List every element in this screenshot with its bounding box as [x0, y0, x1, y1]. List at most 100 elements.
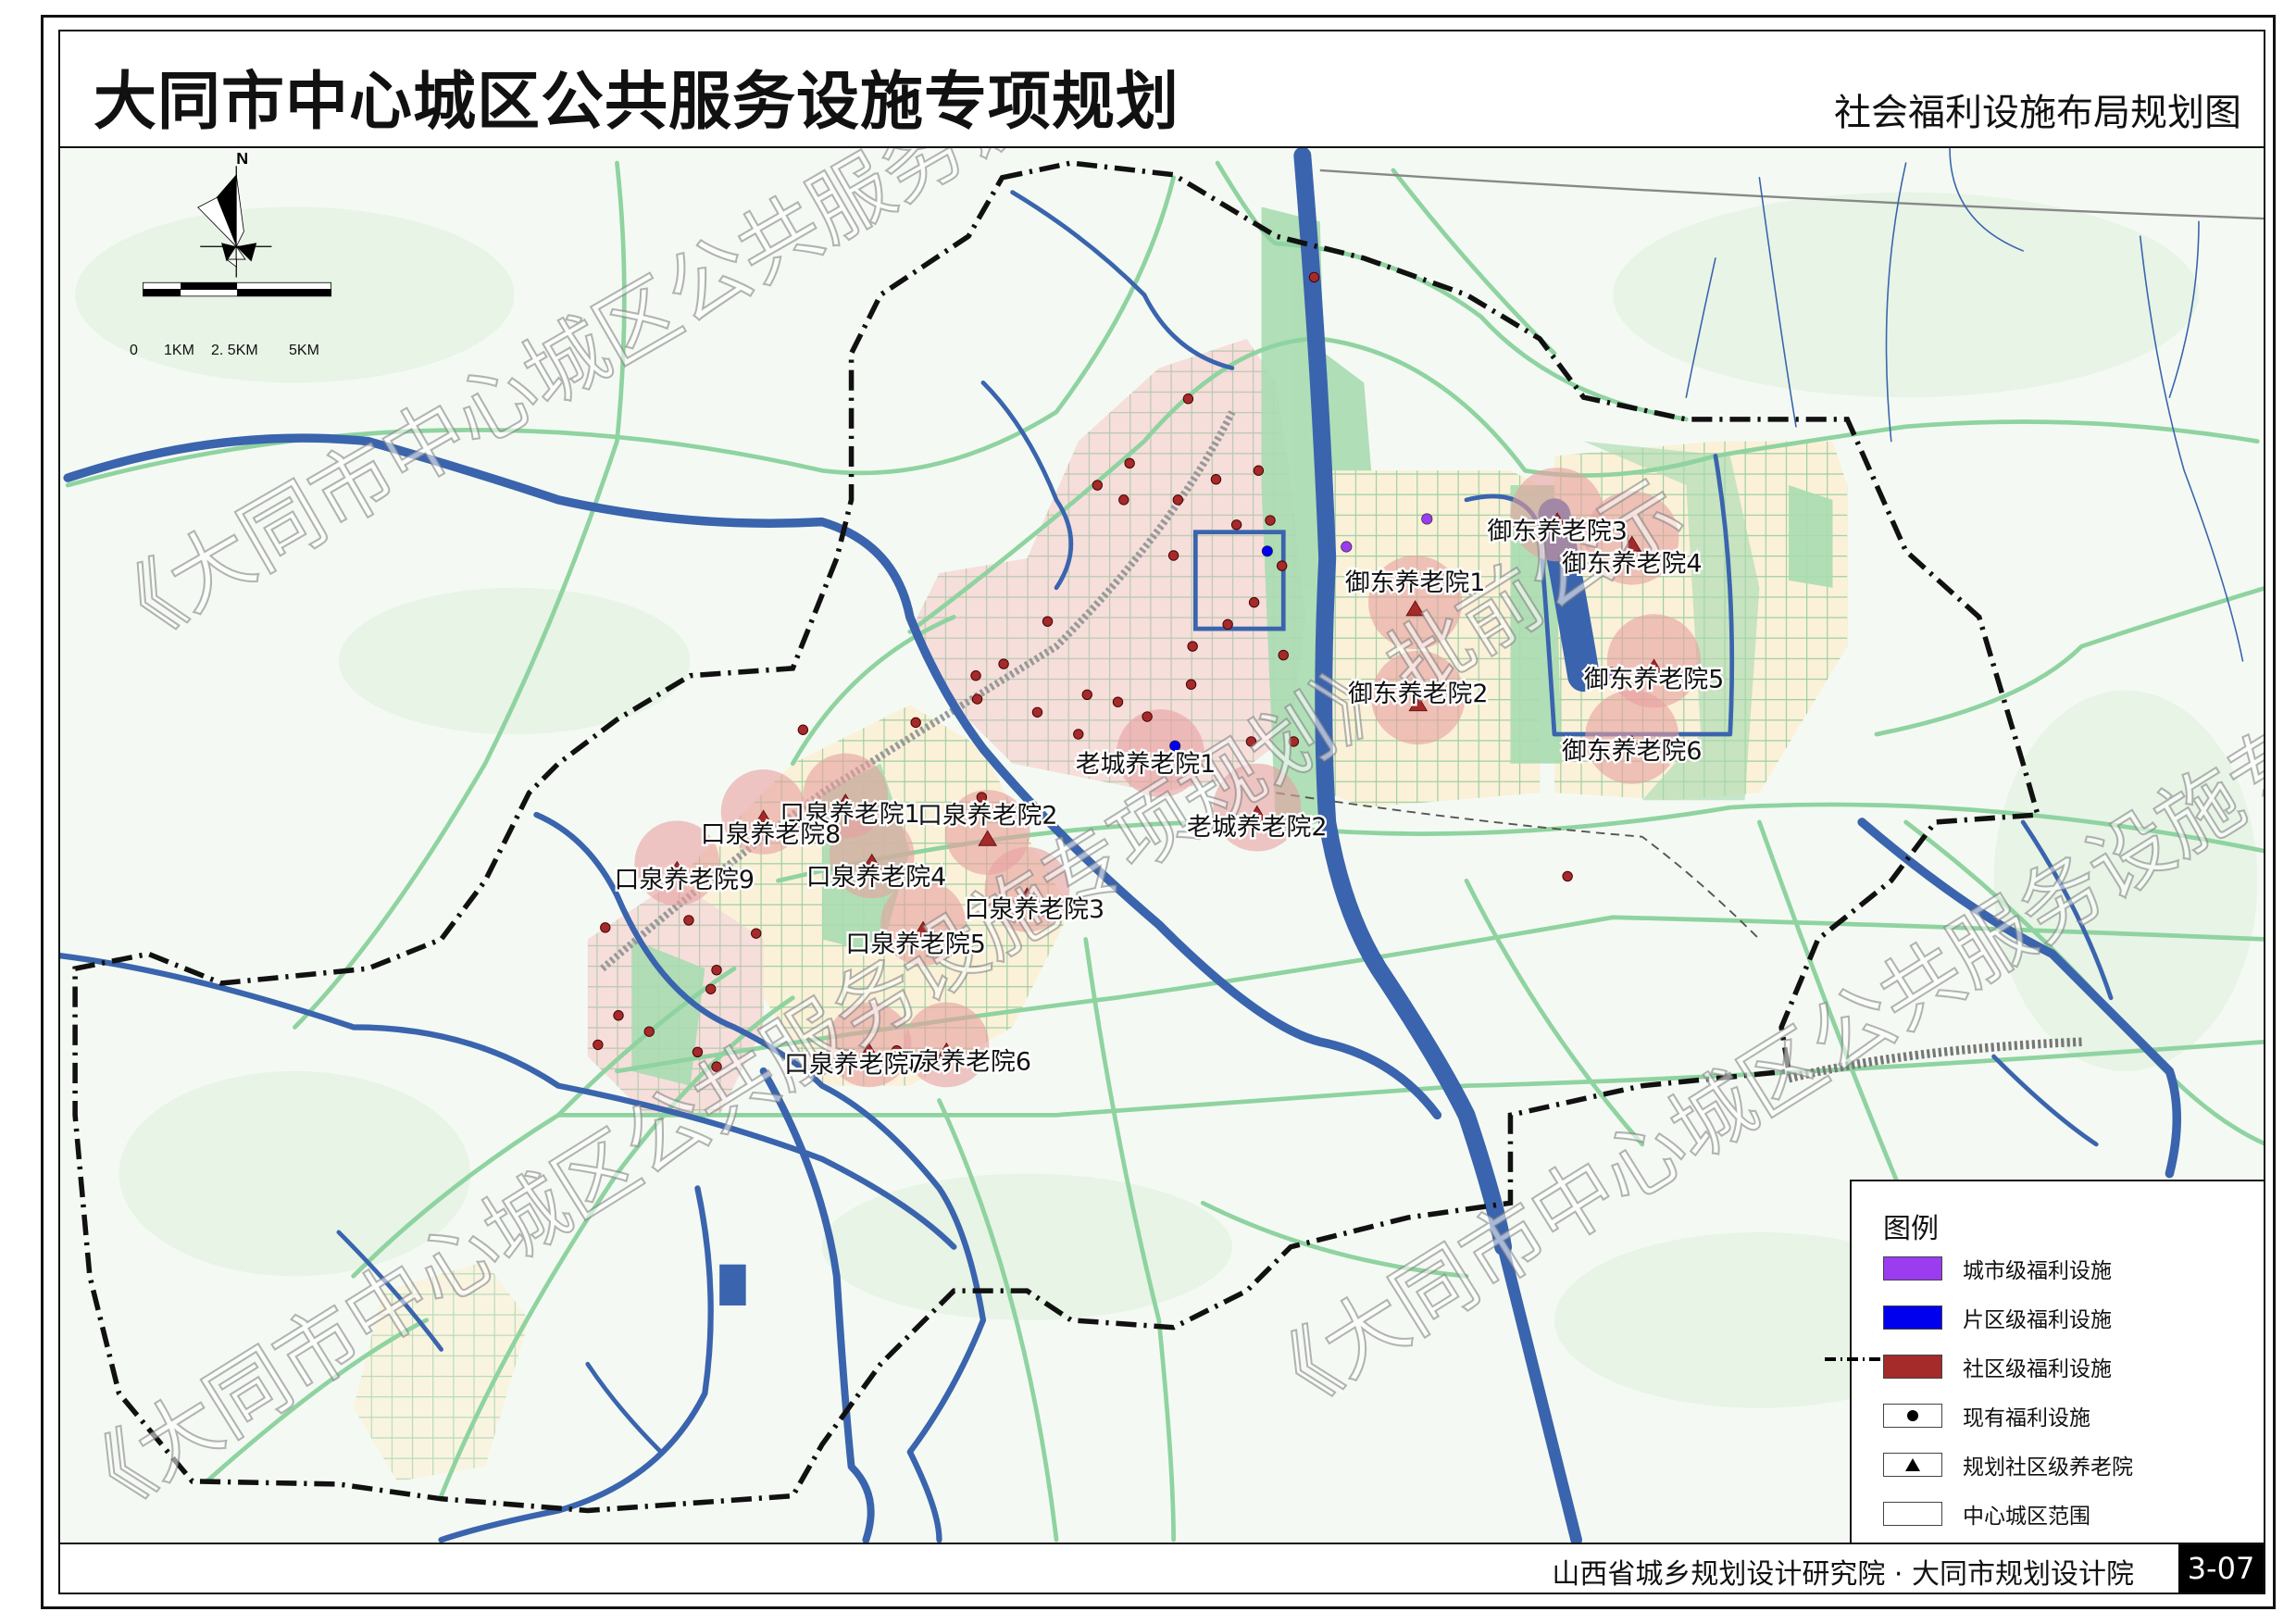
existing-facility-dot[interactable] — [976, 792, 988, 803]
facility-label: 老城养老院2 — [1187, 813, 1327, 842]
existing-facility-dot[interactable] — [1265, 515, 1276, 526]
planned-nursing-home-triangle[interactable] — [667, 860, 687, 877]
outer-frame — [41, 15, 2276, 1609]
facility-label: 口泉养老院7 — [784, 1050, 924, 1079]
triangle-icon — [1883, 1453, 1942, 1477]
existing-facility-dot[interactable] — [613, 1010, 624, 1021]
existing-facility-dot[interactable] — [1086, 761, 1097, 772]
existing-facility-dot[interactable] — [1182, 394, 1194, 405]
central-city-boundary — [72, 160, 2041, 1514]
purple-swatch-icon — [1883, 1256, 1942, 1280]
existing-facility-dot[interactable] — [1187, 641, 1198, 652]
planned-nursing-home-triangle[interactable] — [937, 1042, 956, 1059]
existing-facility-dot[interactable] — [1276, 560, 1288, 571]
map-canvas[interactable]: 《大同市中心城区公共服务设施专项规划》批前公示 《大同市中心城区公共服务设施专项规… — [60, 148, 2264, 1544]
legend-label: 现有福利设施 — [1963, 1406, 2090, 1430]
facility-label: 御东养老院4 — [1562, 549, 1702, 578]
planned-nursing-home-triangle[interactable] — [913, 920, 933, 937]
district-level-facility-dot[interactable] — [1169, 740, 1181, 752]
facility-label: 口泉养老院9 — [614, 866, 754, 894]
existing-facility-dot[interactable] — [1167, 550, 1179, 561]
existing-facility-dot[interactable] — [910, 717, 921, 729]
existing-facility-dot[interactable] — [1118, 494, 1129, 506]
planned-nursing-home-triangle[interactable] — [1151, 751, 1170, 768]
existing-facility-dot[interactable] — [600, 922, 611, 933]
scale-label: 0 — [130, 343, 138, 358]
dash-dot-line-icon — [1825, 1357, 1942, 1526]
facility-label: 口泉养老院8 — [701, 820, 841, 849]
existing-facility-dot[interactable] — [711, 965, 722, 976]
legend-item-boundary: 中心城区范围 — [1825, 1357, 2090, 1529]
planned-nursing-home-triangle[interactable] — [1547, 512, 1567, 529]
existing-facility-dot[interactable] — [593, 1039, 604, 1051]
city-level-facility-dot[interactable] — [1341, 541, 1353, 553]
facility-label: 御东养老院2 — [1348, 680, 1488, 708]
planned-nursing-home-triangle[interactable] — [1408, 694, 1429, 712]
planned-nursing-home-triangle[interactable] — [1247, 805, 1267, 821]
existing-facility-dot[interactable] — [705, 983, 717, 994]
planned-nursing-home-triangle[interactable] — [859, 1042, 879, 1059]
legend-item-city-level: 城市级福利设施 — [1883, 1255, 2112, 1283]
existing-facility-dot[interactable] — [1248, 596, 1260, 608]
existing-facility-dot[interactable] — [751, 928, 762, 939]
north-arrow-icon: N — [143, 149, 332, 297]
scale-label: 5KM — [289, 343, 319, 358]
existing-facility-dot[interactable] — [1278, 649, 1289, 661]
existing-facility-dot[interactable] — [1073, 729, 1084, 740]
existing-facility-dot[interactable] — [1081, 689, 1092, 700]
legend-label: 规划社区级养老院 — [1963, 1455, 2133, 1480]
existing-facility-dot[interactable] — [970, 670, 981, 681]
planned-nursing-home-triangle[interactable] — [754, 809, 773, 826]
planned-nursing-home-triangle[interactable] — [1644, 658, 1664, 675]
existing-facility-dot[interactable] — [1562, 870, 1573, 882]
city-level-facility-dot[interactable] — [1421, 513, 1433, 525]
legend-item-planned-nursing-home: 规划社区级养老院 — [1883, 1452, 2133, 1480]
facility-label: 御东养老院5 — [1584, 665, 1724, 693]
existing-facility-dot[interactable] — [1210, 474, 1222, 485]
planned-nursing-home-triangle[interactable] — [1622, 734, 1642, 751]
planned-nursing-home-triangle[interactable] — [835, 793, 855, 810]
terrain-texture — [75, 192, 2258, 1408]
existing-facility-dot[interactable] — [1172, 494, 1184, 506]
existing-facility-dot[interactable] — [998, 658, 1009, 669]
existing-facility-dot[interactable] — [643, 1026, 655, 1037]
existing-facility-dot[interactable] — [1092, 480, 1104, 491]
planned-nursing-home-triangle[interactable] — [862, 853, 882, 870]
existing-facility-dot[interactable] — [1308, 271, 1320, 283]
legend-label: 城市级福利设施 — [1963, 1259, 2112, 1283]
planned-nursing-home-triangle[interactable] — [1622, 535, 1642, 552]
existing-facility-dot[interactable] — [711, 1061, 722, 1072]
existing-facility-dot[interactable] — [1185, 679, 1197, 690]
existing-facility-dot[interactable] — [1124, 457, 1135, 469]
red-swatch-icon — [1883, 1355, 1942, 1379]
city-level-facility-dot[interactable] — [1605, 667, 1617, 679]
facility-label: 御东养老院3 — [1487, 518, 1627, 546]
existing-facility-dot[interactable] — [692, 1046, 704, 1057]
existing-facility-dot[interactable] — [1042, 616, 1054, 627]
existing-facility-dot[interactable] — [1031, 706, 1043, 718]
existing-facility-dot[interactable] — [1230, 519, 1242, 531]
river-network — [60, 148, 2244, 1544]
existing-facility-dot[interactable] — [683, 915, 694, 926]
facility-label: 口泉养老院5 — [845, 931, 985, 959]
existing-facility-dot[interactable] — [1245, 736, 1257, 747]
facility-label: 口泉养老院4 — [806, 863, 946, 892]
facility-label: 口泉养老院2 — [917, 802, 1057, 831]
scale-label: 2. 5KM — [211, 343, 258, 358]
existing-facility-dot[interactable] — [971, 693, 983, 705]
existing-facility-dot[interactable] — [1222, 618, 1233, 631]
existing-facility-dot[interactable] — [1142, 711, 1153, 722]
planned-nursing-home-triangle[interactable] — [1405, 600, 1425, 617]
blue-swatch-icon — [1883, 1305, 1942, 1330]
existing-facility-dot[interactable] — [1288, 736, 1300, 747]
existing-facility-dot[interactable] — [891, 1045, 903, 1056]
existing-facility-dot[interactable] — [1253, 465, 1265, 476]
facility-label: 老城养老院1 — [1076, 750, 1216, 779]
existing-facility-dot[interactable] — [1112, 696, 1124, 707]
legend-title: 图例 — [1883, 1213, 1939, 1245]
planned-nursing-home-triangle[interactable] — [1017, 887, 1037, 904]
existing-facility-dot[interactable] — [797, 724, 809, 735]
legend-item-existing: 现有福利设施 — [1883, 1403, 2090, 1430]
planned-nursing-home-triangle[interactable] — [978, 830, 998, 846]
district-level-facility-dot[interactable] — [1261, 545, 1273, 557]
